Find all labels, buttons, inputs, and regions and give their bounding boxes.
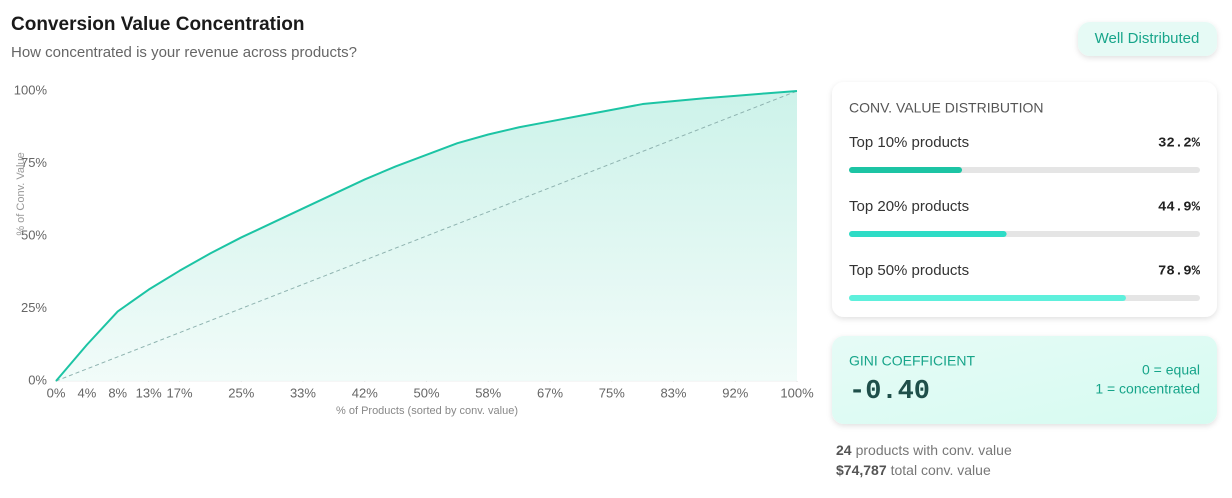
row-value: 32.2% bbox=[1158, 136, 1201, 152]
badge: Well Distributed bbox=[1095, 30, 1200, 47]
y-axis-label: % of Conv. Value bbox=[15, 152, 27, 235]
x-tick-label: 83% bbox=[660, 385, 686, 400]
distribution-rows: Top 10% products 32.2% Top 20% products 44.… bbox=[849, 134, 1201, 301]
x-tick-label: 4% bbox=[78, 385, 97, 400]
y-tick-label: 0% bbox=[28, 372, 47, 387]
summary-line: 24 products with conv. value bbox=[836, 442, 1012, 458]
x-tick-label: 13% bbox=[136, 385, 162, 400]
gini-value: -0.40 bbox=[849, 377, 930, 407]
row-value: 78.9% bbox=[1158, 264, 1201, 280]
x-tick-label: 100% bbox=[780, 385, 814, 400]
bar bbox=[849, 231, 1007, 237]
x-tick-label: 8% bbox=[108, 385, 127, 400]
distribution-panel bbox=[832, 82, 1217, 317]
x-axis-label: % of Products (sorted by conv. value) bbox=[336, 405, 518, 417]
x-tick-label: 67% bbox=[537, 385, 563, 400]
x-tick-label: 50% bbox=[413, 385, 439, 400]
row-label: Top 50% products bbox=[849, 262, 969, 279]
gini-title: GINI COEFFICIENT bbox=[849, 353, 975, 369]
y-tick-label: 100% bbox=[14, 82, 48, 97]
gini-note: 1 = concentrated bbox=[1095, 381, 1200, 397]
bar bbox=[849, 167, 963, 173]
bar bbox=[849, 295, 1126, 301]
summary-text: products with conv. value bbox=[856, 442, 1012, 458]
plot: 0% 25% 50% 75% 100% 0% 4% 8% 13% 17% 25% 33% 42% 50% 5… bbox=[14, 82, 814, 400]
x-tick-label: 25% bbox=[228, 385, 254, 400]
row-value: 44.9% bbox=[1158, 200, 1201, 216]
x-tick-label: 0% bbox=[47, 385, 66, 400]
chart-subtitle: How concentrated is your revenue across … bbox=[11, 44, 357, 61]
summary-count: $74,787 bbox=[836, 462, 887, 478]
row-label: Top 10% products bbox=[849, 134, 969, 151]
summary-count: 24 bbox=[836, 442, 852, 458]
x-tick-label: 92% bbox=[722, 385, 748, 400]
y-tick-label: 75% bbox=[21, 155, 47, 170]
row-label: Top 20% products bbox=[849, 198, 969, 215]
summary-text: total conv. value bbox=[891, 462, 991, 478]
x-tick-label: 17% bbox=[167, 385, 193, 400]
gini-note: 0 = equal bbox=[1142, 362, 1200, 378]
badge-bg bbox=[1078, 22, 1217, 56]
distribution-title: CONV. VALUE DISTRIBUTION bbox=[849, 100, 1043, 116]
y-tick-label: 25% bbox=[21, 300, 47, 315]
x-tick-label: 75% bbox=[599, 385, 625, 400]
y-tick-label: 50% bbox=[21, 227, 47, 242]
summary-line: $74,787 total conv. value bbox=[836, 462, 991, 478]
x-tick-label: 42% bbox=[352, 385, 378, 400]
x-tick-label: 58% bbox=[475, 385, 501, 400]
x-tick-label: 33% bbox=[290, 385, 316, 400]
lorenz-curve bbox=[55, 90, 798, 382]
chart-title: Conversion Value Concentration bbox=[11, 14, 305, 35]
gini-panel bbox=[832, 336, 1217, 424]
